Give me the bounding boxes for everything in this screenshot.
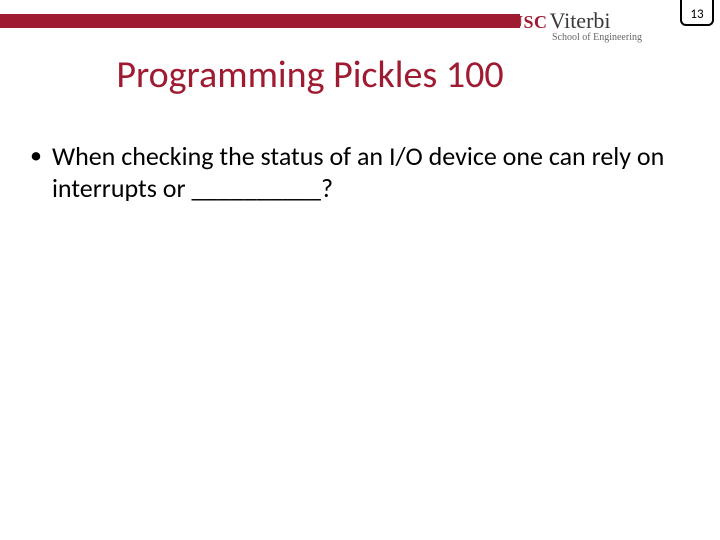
logo-subtitle: School of Engineering — [552, 32, 642, 43]
logo-viterbi-text: Viterbi — [550, 8, 611, 34]
logo-usc-text: USC — [510, 12, 548, 33]
slide: 13 USC Viterbi School of Engineering Pro… — [0, 0, 720, 540]
slide-title-region: Programming Pickles 100 — [0, 52, 720, 98]
logo-top-line: USC Viterbi — [510, 8, 611, 34]
slide-title: Programming Pickles 100 — [116, 52, 503, 98]
bullet-marker: • — [30, 140, 42, 172]
bullet-text: When checking the status of an I/O devic… — [52, 140, 690, 204]
bullet-item: • When checking the status of an I/O dev… — [30, 140, 690, 204]
accent-bar — [0, 14, 520, 28]
page-number: 13 — [690, 7, 703, 22]
slide-body: • When checking the status of an I/O dev… — [30, 140, 690, 204]
page-number-box: 13 — [680, 0, 714, 26]
usc-viterbi-logo: USC Viterbi School of Engineering — [510, 0, 680, 50]
